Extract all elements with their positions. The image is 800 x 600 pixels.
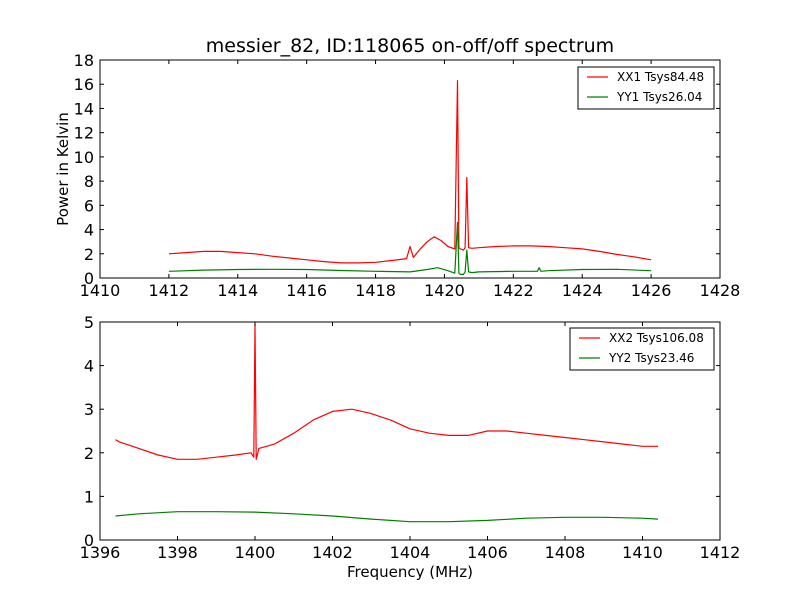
y-tick-label: 8 [84, 172, 94, 191]
y-tick-label: 16 [74, 75, 94, 94]
x-tick-label: 1418 [355, 281, 396, 300]
x-tick-label: 1428 [700, 281, 741, 300]
legend-label: XX1 Tsys84.48 [617, 70, 704, 84]
y-tick-label: 5 [84, 313, 94, 332]
legend-box [577, 66, 715, 110]
y-tick-label: 18 [74, 51, 94, 70]
y-tick-label: 6 [84, 196, 94, 215]
y-tick-label: 2 [84, 444, 94, 463]
x-tick-label: 1396 [80, 543, 121, 562]
y-tick-label: 4 [84, 357, 94, 376]
x-tick-label: 1398 [157, 543, 198, 562]
x-tick-label: 1424 [562, 281, 603, 300]
y-tick-label: 4 [84, 221, 94, 240]
x-tick-label: 1412 [149, 281, 190, 300]
top-panel: 1410 1412 1414 1416 1418 1420 1422 1424 1426 1428… [54, 35, 740, 300]
x-tick-label: 1410 [622, 543, 663, 562]
x-tick-label: 1420 [424, 281, 465, 300]
y-tick-label: 3 [84, 400, 94, 419]
legend-label: YY2 Tsys23.46 [608, 351, 694, 365]
y-tick-label: 0 [84, 531, 94, 550]
y-tick-label: 14 [74, 99, 94, 118]
bottom-panel: 1396 1398 1400 1402 1404 1406 1408 1410 1412 0 1 2 3… [80, 313, 741, 581]
legend: XX2 Tsys106.08 YY2 Tsys23.46 [569, 327, 715, 371]
x-axis-label: Frequency (MHz) [347, 563, 473, 581]
legend-box [569, 327, 715, 371]
legend: XX1 Tsys84.48 YY1 Tsys26.04 [577, 66, 715, 110]
y-tick-label: 1 [84, 487, 94, 506]
y-tick-label: 0 [84, 269, 94, 288]
x-tick-label: 1412 [700, 543, 741, 562]
x-tick-label: 1416 [286, 281, 327, 300]
series-line-yy1 [168, 221, 652, 275]
y-tick-label: 2 [84, 245, 94, 264]
x-tick-label: 1422 [493, 281, 534, 300]
x-tick-label: 1400 [235, 543, 276, 562]
series-line-xx1 [168, 79, 652, 264]
x-tick-label: 1414 [217, 281, 258, 300]
series-line-xx2 [115, 323, 658, 460]
plot-frame [99, 59, 721, 279]
legend-label: YY1 Tsys26.04 [616, 90, 702, 104]
y-axis-label: Power in Kelvin [54, 112, 72, 226]
series-line-yy2 [115, 511, 659, 523]
chart-title: messier_82, ID:118065 on-off/off spectru… [206, 35, 614, 57]
x-tick-label: 1406 [467, 543, 508, 562]
x-tick-label: 1410 [80, 281, 121, 300]
x-tick-label: 1402 [312, 543, 353, 562]
legend-label: XX2 Tsys106.08 [609, 331, 704, 345]
y-tick-label: 12 [74, 124, 94, 143]
x-tick-label: 1404 [390, 543, 431, 562]
x-tick-label: 1408 [545, 543, 586, 562]
y-tick-label: 10 [74, 148, 94, 167]
x-tick-label: 1426 [631, 281, 672, 300]
